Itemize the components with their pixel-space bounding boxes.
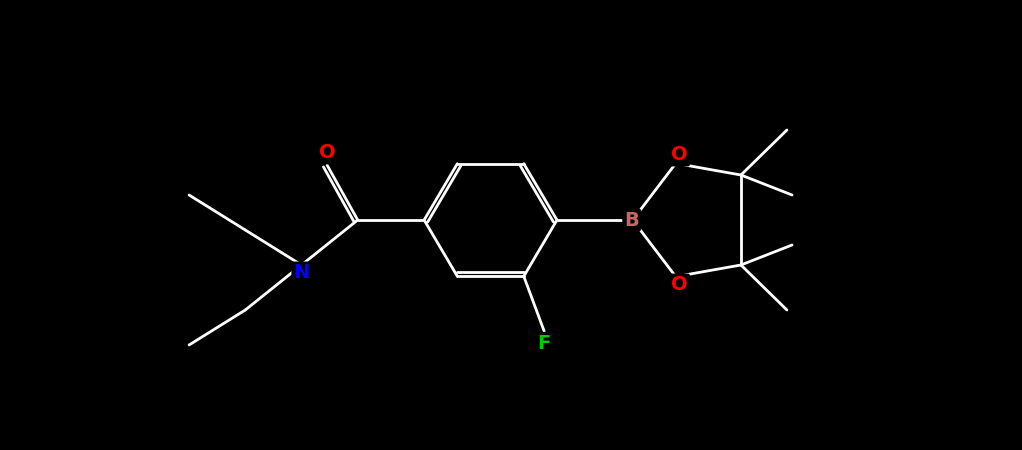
Text: O: O: [319, 144, 335, 162]
Text: O: O: [671, 275, 688, 294]
Text: F: F: [538, 334, 551, 353]
Text: N: N: [293, 264, 310, 283]
Text: O: O: [671, 145, 688, 165]
Text: B: B: [624, 211, 639, 230]
